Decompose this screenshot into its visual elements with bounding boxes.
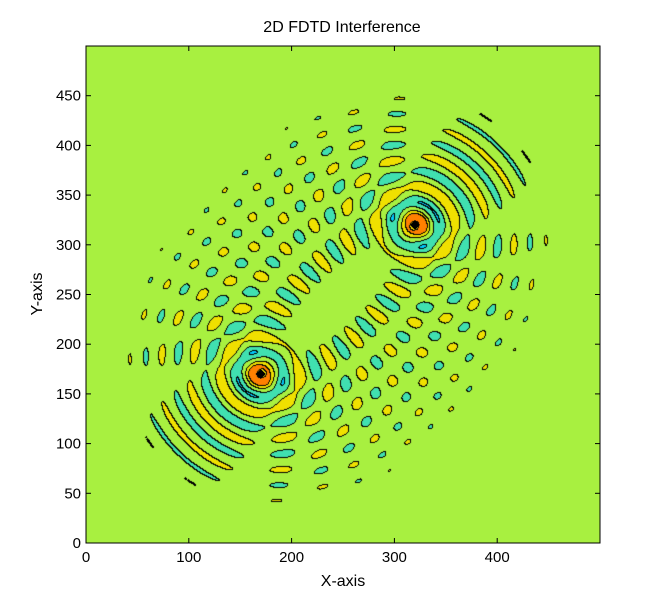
x-axis: 0 100 200 300 400 <box>82 46 510 566</box>
source-markers <box>255 219 420 380</box>
y-tick-label: 350 <box>56 187 81 204</box>
y-tick-label: 400 <box>56 137 81 154</box>
y-tick-label: 300 <box>56 237 81 254</box>
y-tick-label: 0 <box>73 535 81 552</box>
chart-title: 2D FDTD Interference <box>263 19 420 36</box>
source-marker <box>409 219 420 230</box>
x-tick-label: 400 <box>485 549 510 566</box>
y-tick-label: 50 <box>64 485 81 502</box>
x-axis-title: X-axis <box>321 573 365 590</box>
source-marker <box>255 369 266 380</box>
plot-area <box>85 45 601 544</box>
y-tick-label: 200 <box>56 336 81 353</box>
y-axis: 0 50 100 150 200 250 300 350 400 450 <box>56 88 600 552</box>
contour-field <box>86 46 600 543</box>
x-tick-label: 300 <box>382 549 407 566</box>
x-tick-label: 0 <box>82 549 90 566</box>
y-axis-title: Y-axis <box>29 273 46 316</box>
y-tick-label: 150 <box>56 386 81 403</box>
y-tick-label: 250 <box>56 287 81 304</box>
x-tick-label: 200 <box>279 549 304 566</box>
x-tick-label: 100 <box>176 549 201 566</box>
y-tick-label: 100 <box>56 436 81 453</box>
y-tick-label: 450 <box>56 88 81 105</box>
